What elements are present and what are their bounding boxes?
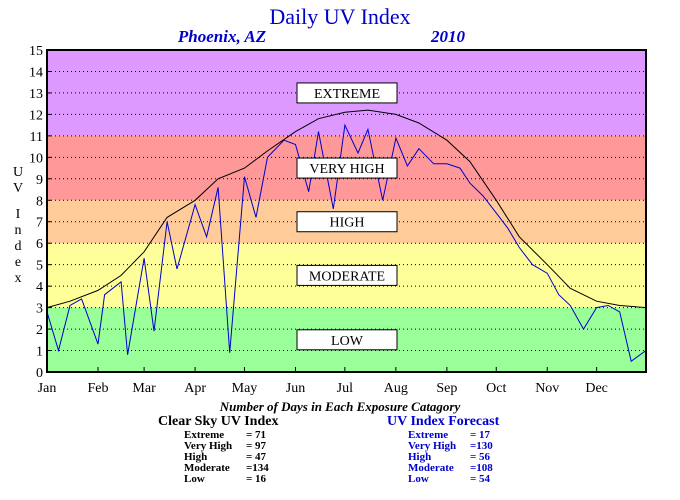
- zone-labels: LOW MODERATE HIGH VERY HIGH EXTREME: [296, 82, 398, 351]
- stats-label: Moderate: [184, 462, 230, 474]
- zone-label-1: MODERATE: [309, 269, 385, 284]
- y-tick-label: 9: [36, 173, 43, 188]
- stats-label: High: [408, 451, 432, 463]
- zone-label-box-1: [296, 264, 398, 286]
- zone-label-box-3: [296, 157, 398, 179]
- stats-row: Very High = 97: [184, 441, 286, 452]
- y-axis-label-char: n: [15, 223, 22, 238]
- month-label-jun: Jun: [286, 381, 305, 396]
- month-label-feb: Feb: [88, 381, 109, 396]
- month-label-apr: Apr: [184, 381, 206, 396]
- y-tick-label: 13: [29, 87, 43, 102]
- stats-row: Extreme = 71: [184, 430, 286, 441]
- y-tick-label: 8: [36, 194, 43, 209]
- y-axis-label-char: U: [13, 165, 23, 180]
- stats-label: Low: [408, 473, 429, 485]
- stats-value: = 17: [470, 429, 491, 441]
- y-axis-label-char: x: [15, 271, 22, 286]
- y-axis-label-char: e: [15, 255, 21, 270]
- month-label-oct: Oct: [486, 381, 506, 396]
- chart-year: 2010: [430, 27, 466, 46]
- month-label-aug: Aug: [384, 381, 408, 396]
- stats-row: Moderate =134: [184, 463, 286, 474]
- plot-frame: [46, 49, 647, 373]
- zone-label-box-4: [296, 82, 398, 104]
- y-tick-label: 1: [36, 345, 43, 360]
- stats-caption: Number of Days in Each Exposure Catagory: [219, 399, 461, 414]
- series-line-0: [46, 109, 647, 309]
- stats-value: =130: [470, 440, 493, 452]
- month-label-may: May: [232, 381, 258, 396]
- zone-label-3: VERY HIGH: [309, 162, 384, 177]
- y-tick-label: 3: [36, 302, 43, 317]
- stats-row: Low = 54: [408, 474, 510, 485]
- stats-label: Low: [184, 473, 205, 485]
- series-line-1: [46, 123, 647, 363]
- zone-label-4: EXTREME: [314, 87, 380, 102]
- zone-label-2: HIGH: [330, 216, 365, 231]
- stats-value: = 54: [470, 473, 491, 485]
- stats-label: Extreme: [184, 429, 225, 441]
- zone-label-box-0: [296, 329, 398, 351]
- y-tick-label: 2: [36, 323, 43, 338]
- stats-value: = 47: [246, 451, 267, 463]
- y-axis-label-char: I: [16, 207, 21, 222]
- stats-label: High: [184, 451, 208, 463]
- stats-label: Very High: [408, 440, 457, 452]
- month-label-nov: Nov: [535, 381, 559, 396]
- stats-value: = 16: [246, 473, 267, 485]
- y-tick-label: 0: [36, 366, 43, 381]
- stats-row: High = 47: [184, 452, 286, 463]
- month-label-jul: Jul: [337, 381, 353, 396]
- stats-value: = 97: [246, 440, 267, 452]
- zone-label-0: LOW: [331, 334, 364, 349]
- stats-row: High = 56: [408, 452, 510, 463]
- stats-row: Moderate =108: [408, 463, 510, 474]
- stats-label: Very High: [184, 440, 233, 452]
- forecast-header: UV Index Forecast: [387, 414, 500, 429]
- stats-row: Extreme = 17: [408, 430, 510, 441]
- y-tick-label: 4: [36, 280, 43, 295]
- clear-sky-header: Clear Sky UV Index: [158, 414, 279, 429]
- stats-label: Extreme: [408, 429, 449, 441]
- month-label-dec: Dec: [585, 381, 608, 396]
- y-tick-label: 11: [30, 130, 43, 145]
- y-axis-label-char: V: [13, 181, 23, 196]
- month-label-jan: Jan: [38, 381, 57, 396]
- y-tick-label: 12: [29, 108, 43, 123]
- month-labels: Jan Feb Mar Apr May Jun Jul Aug Sep Oct Nov Dec: [38, 367, 608, 396]
- chart-location: Phoenix, AZ: [177, 27, 266, 46]
- y-tick-label: 10: [29, 151, 43, 166]
- stats-row: Low = 16: [184, 474, 286, 485]
- stats-value: = 71: [246, 429, 267, 441]
- month-label-sep: Sep: [436, 381, 457, 396]
- stats-value: =108: [470, 462, 493, 474]
- stats-value: = 56: [470, 451, 491, 463]
- clear-sky-stats: Extreme = 71 Very High = 97 High = 47 Moderate…: [184, 430, 286, 485]
- stats-value: =134: [246, 462, 269, 474]
- stats-label: Moderate: [408, 462, 454, 474]
- y-tick-label: 7: [36, 216, 43, 231]
- forecast-stats: Extreme = 17 Very High =130 High = 56 Moderate…: [408, 430, 510, 485]
- y-tick-label: 15: [29, 44, 43, 59]
- stats-row: Very High =130: [408, 441, 510, 452]
- y-tick-label: 14: [29, 65, 43, 80]
- zone-label-box-2: [296, 211, 398, 233]
- chart-title: Daily UV Index: [269, 4, 410, 29]
- month-label-mar: Mar: [132, 381, 156, 396]
- y-tick-label: 6: [36, 237, 43, 252]
- series-lines: [46, 109, 647, 363]
- y-axis-label-char: d: [15, 239, 22, 254]
- y-tick-label: 5: [36, 259, 43, 274]
